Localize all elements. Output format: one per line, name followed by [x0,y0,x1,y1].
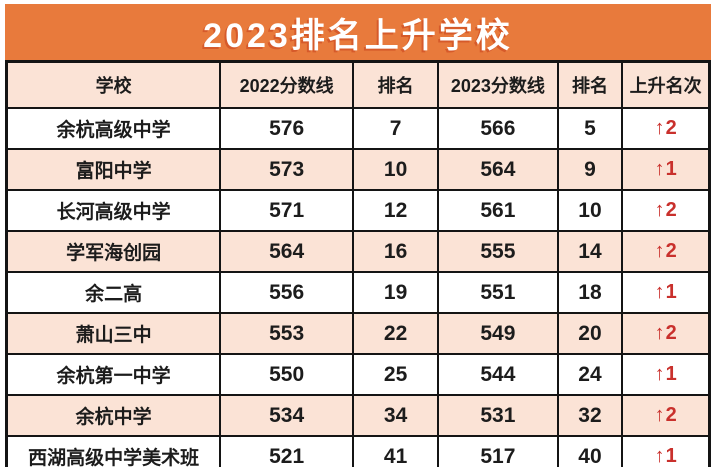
rank-2023-cell: 24 [556,353,624,396]
score-2022-cell: 571 [219,189,355,232]
rank-2023-cell: 32 [556,394,624,437]
table-body: 余杭高级中学 576 7 566 5 ↑2 富阳中学 573 10 564 9 ↑1 长河高级中学 571… [5,107,711,467]
school-cell: 西湖高级中学美术班 [5,435,222,467]
up-arrow-icon: ↑ [654,158,665,180]
score-table: 学校 2022分数线 排名 2023分数线 排名 上升名次 余杭高级中学 576 7… [5,60,711,467]
page-title: 2023排名上升学校 [203,16,513,55]
table-header: 学校 2022分数线 排名 2023分数线 排名 上升名次 [5,60,711,109]
rise-cell: ↑1 [621,435,711,467]
score-2022-cell: 553 [219,312,355,355]
rise-cell: ↑2 [621,189,711,232]
rise-value: 2 [665,404,677,426]
up-arrow-icon: ↑ [654,117,665,139]
rise-value: 1 [665,281,677,303]
rank-2022-cell: 10 [352,148,440,191]
rise-cell: ↑2 [621,230,711,273]
table-row: 富阳中学 573 10 564 9 ↑1 [5,148,711,191]
rank-2022-cell: 41 [352,435,440,467]
table-row: 余杭中学 534 34 531 32 ↑2 [5,394,711,437]
up-arrow-icon: ↑ [654,445,665,467]
rank-2022-cell: 22 [352,312,440,355]
rank-2023-cell: 18 [556,271,624,314]
up-arrow-icon: ↑ [654,281,665,303]
rank-2022-cell: 12 [352,189,440,232]
rank-2023-cell: 9 [556,148,624,191]
school-cell: 长河高级中学 [5,189,222,232]
rank-2023-cell: 5 [556,107,624,150]
school-cell: 余杭第一中学 [5,353,222,396]
school-cell: 学军海创园 [5,230,222,273]
rise-value: 1 [665,158,677,180]
rank-2023-cell: 20 [556,312,624,355]
rise-cell: ↑2 [621,312,711,355]
score-2023-cell: 531 [437,394,559,437]
up-arrow-icon: ↑ [654,240,665,262]
score-2022-cell: 573 [219,148,355,191]
score-2022-cell: 521 [219,435,355,467]
table-row: 西湖高级中学美术班 521 41 517 40 ↑1 [5,435,711,467]
rank-2023-cell: 40 [556,435,624,467]
up-arrow-icon: ↑ [654,404,665,426]
score-2023-cell: 551 [437,271,559,314]
up-arrow-icon: ↑ [654,363,665,385]
rise-value: 2 [665,199,677,221]
score-2023-cell: 564 [437,148,559,191]
header-rank-2022: 排名 [352,60,440,109]
header-score-2023: 2023分数线 [437,60,559,109]
rank-2023-cell: 10 [556,189,624,232]
rank-2022-cell: 7 [352,107,440,150]
score-2022-cell: 576 [219,107,355,150]
rise-value: 2 [665,240,677,262]
header-school: 学校 [5,60,222,109]
school-cell: 余杭高级中学 [5,107,222,150]
rise-cell: ↑2 [621,394,711,437]
rank-2022-cell: 16 [352,230,440,273]
rise-value: 1 [665,445,677,467]
score-2022-cell: 564 [219,230,355,273]
score-2023-cell: 555 [437,230,559,273]
table-row: 学军海创园 564 16 555 14 ↑2 [5,230,711,273]
school-cell: 富阳中学 [5,148,222,191]
rank-2022-cell: 19 [352,271,440,314]
table-row: 余杭高级中学 576 7 566 5 ↑2 [5,107,711,150]
header-rise: 上升名次 [621,60,711,109]
rise-cell: ↑1 [621,148,711,191]
rise-cell: ↑2 [621,107,711,150]
rank-2022-cell: 25 [352,353,440,396]
score-2023-cell: 517 [437,435,559,467]
score-2022-cell: 534 [219,394,355,437]
up-arrow-icon: ↑ [654,322,665,344]
rise-value: 2 [665,117,677,139]
school-cell: 余杭中学 [5,394,222,437]
title-bar: 2023排名上升学校 [5,4,711,60]
table-row: 萧山三中 553 22 549 20 ↑2 [5,312,711,355]
up-arrow-icon: ↑ [654,199,665,221]
score-2023-cell: 549 [437,312,559,355]
rank-2022-cell: 34 [352,394,440,437]
rise-cell: ↑1 [621,271,711,314]
header-rank-2023: 排名 [556,60,624,109]
score-2023-cell: 561 [437,189,559,232]
school-cell: 余二高 [5,271,222,314]
score-2022-cell: 556 [219,271,355,314]
table-row: 余杭第一中学 550 25 544 24 ↑1 [5,353,711,396]
header-score-2022: 2022分数线 [219,60,355,109]
table-row: 长河高级中学 571 12 561 10 ↑2 [5,189,711,232]
rise-cell: ↑1 [621,353,711,396]
header-row: 学校 2022分数线 排名 2023分数线 排名 上升名次 [5,60,711,109]
score-2023-cell: 544 [437,353,559,396]
score-2023-cell: 566 [437,107,559,150]
rise-value: 2 [665,322,677,344]
rank-2023-cell: 14 [556,230,624,273]
score-2022-cell: 550 [219,353,355,396]
rise-value: 1 [665,363,677,385]
table-row: 余二高 556 19 551 18 ↑1 [5,271,711,314]
school-cell: 萧山三中 [5,312,222,355]
